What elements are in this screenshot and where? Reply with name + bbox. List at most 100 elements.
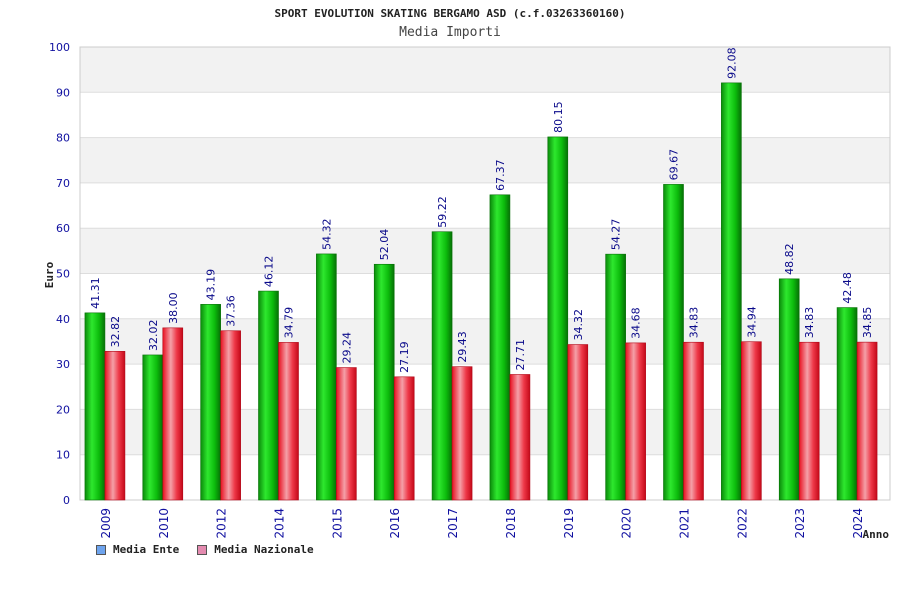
bar-media-nazionale (451, 366, 473, 501)
data-label: 34.79 (283, 307, 296, 339)
x-tick-label: 2020 (620, 508, 634, 539)
bar-media-ente (547, 136, 569, 501)
data-label: 80.15 (552, 101, 565, 133)
y-tick-label: 60 (56, 222, 70, 235)
bar-media-nazionale (104, 351, 126, 501)
data-label: 34.94 (745, 306, 758, 338)
data-label: 54.27 (610, 219, 623, 251)
bar-media-ente (431, 231, 453, 501)
data-label: 67.37 (494, 159, 507, 191)
y-tick-label: 80 (56, 132, 70, 145)
data-label: 34.83 (688, 307, 701, 339)
x-tick-label: 2014 (273, 508, 287, 539)
y-tick-label: 90 (56, 86, 70, 99)
data-label: 42.48 (841, 272, 854, 304)
data-label: 37.36 (225, 295, 238, 327)
bar-media-ente (721, 82, 742, 501)
bar-media-nazionale (162, 327, 184, 501)
data-label: 46.12 (263, 256, 276, 288)
x-axis-title: Anno (863, 528, 890, 541)
grid-band (80, 182, 890, 229)
y-tick-label: 40 (56, 313, 70, 326)
bar-media-ente (778, 278, 800, 501)
data-label: 27.71 (514, 339, 527, 371)
y-tick-label: 70 (56, 177, 70, 190)
legend-item-nazionale: Media Nazionale (197, 543, 314, 556)
data-label: 34.68 (630, 307, 643, 339)
data-label: 27.19 (398, 341, 411, 373)
bar-media-nazionale (220, 330, 241, 501)
grid-band (80, 92, 890, 138)
chart-title: SPORT EVOLUTION SKATING BERGAMO ASD (c.f… (274, 7, 626, 20)
data-label: 52.04 (378, 229, 391, 261)
x-tick-label: 2022 (735, 508, 749, 539)
x-tick-label: 2012 (215, 508, 229, 539)
legend-label-nazionale: Media Nazionale (214, 543, 314, 556)
bars (84, 82, 878, 501)
y-tick-label: 20 (56, 403, 70, 416)
legend-swatch-nazionale (197, 544, 208, 555)
bar-media-nazionale (393, 376, 415, 501)
legend-item-ente: Media Ente (96, 543, 179, 556)
x-tick-label: 2024 (851, 508, 865, 539)
data-label: 29.24 (340, 332, 353, 364)
bar-media-nazionale (683, 341, 704, 501)
y-tick-label: 100 (49, 41, 70, 54)
bar-media-ente (258, 290, 279, 501)
grid-band (80, 47, 890, 93)
x-tick-label: 2016 (388, 508, 402, 539)
x-tick-label: 2015 (330, 508, 344, 539)
bar-media-ente (142, 354, 164, 501)
data-label: 54.32 (320, 218, 333, 250)
bar-media-ente (605, 253, 626, 501)
data-label: 41.31 (89, 277, 102, 309)
x-tick-label: 2019 (562, 508, 576, 539)
bar-media-nazionale (567, 344, 589, 501)
data-label: 34.85 (861, 307, 874, 339)
data-label: 48.82 (783, 243, 796, 275)
bar-media-nazionale (798, 341, 820, 501)
data-label: 92.08 (725, 47, 738, 79)
data-label: 43.19 (205, 269, 218, 301)
grid-band (80, 228, 890, 274)
bar-media-nazionale (625, 342, 646, 501)
bar-media-ente (836, 307, 858, 501)
bar-media-ente (84, 312, 106, 501)
bar-media-ente (316, 253, 337, 501)
axes: 0 10 20 30 40 50 60 70 80 90 100 Euro Anno 2009 2010 20… (43, 41, 889, 541)
x-tick-label: 2010 (157, 508, 171, 539)
y-tick-label: 0 (63, 494, 70, 507)
data-label: 34.83 (803, 307, 816, 339)
x-tick-label: 2018 (504, 508, 518, 539)
x-tick-label: 2009 (99, 508, 113, 539)
bar-media-nazionale (336, 367, 357, 501)
data-label: 32.02 (147, 319, 160, 351)
data-label: 69.67 (668, 149, 681, 181)
legend: Media Ente Media Nazionale (96, 543, 314, 556)
legend-label-ente: Media Ente (113, 543, 180, 556)
grid-band (80, 137, 890, 183)
data-label: 29.43 (456, 331, 469, 363)
data-label: 34.32 (572, 309, 585, 341)
data-label: 32.82 (109, 316, 122, 348)
y-tick-label: 30 (56, 358, 70, 371)
x-tick-label: 2023 (793, 508, 807, 539)
bar-media-nazionale (856, 341, 878, 501)
data-labels: 41.31 32.82 32.02 38.00 43.19 37.36 46.12 34.79… (89, 47, 874, 372)
x-tick-label: 2021 (678, 508, 692, 539)
bar-media-ente (200, 304, 221, 501)
bar-media-ente (663, 184, 684, 501)
chart-subtitle: Media Importi (399, 25, 501, 40)
data-label: 38.00 (167, 292, 180, 324)
bar-media-ente (373, 263, 395, 501)
bar-media-nazionale (509, 374, 531, 501)
x-tick-label: 2017 (446, 508, 460, 539)
y-tick-label: 10 (56, 449, 70, 462)
y-axis-title: Euro (43, 261, 56, 288)
legend-swatch-ente (96, 544, 106, 555)
y-tick-label: 50 (56, 268, 70, 281)
plot-frame (79, 46, 891, 501)
bar-media-nazionale (278, 342, 299, 501)
bar-media-nazionale (741, 341, 762, 501)
